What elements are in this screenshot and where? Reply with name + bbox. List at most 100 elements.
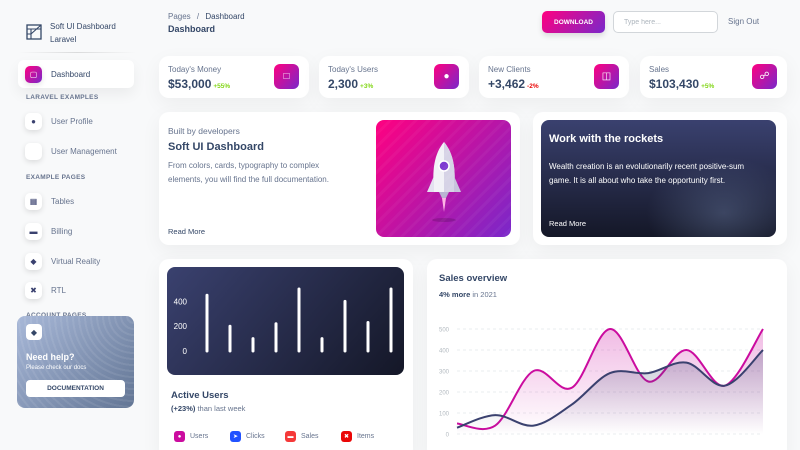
- download-button[interactable]: DOWNLOAD: [542, 11, 605, 33]
- sales-overview-title: Sales overview: [439, 273, 508, 284]
- documentation-button[interactable]: DOCUMENTATION: [26, 380, 125, 397]
- sidebar-item-dashboard[interactable]: ▢ Dashboard: [18, 60, 134, 88]
- y-tick-label: 500: [439, 328, 450, 334]
- active-users-card: 0 200 400 Active Users (+23%) than last we…: [159, 259, 413, 450]
- breadcrumb-separator: /: [196, 12, 200, 21]
- sidebar-item-user-profile[interactable]: ● User Profile: [18, 107, 134, 135]
- stat-label: New Clients: [488, 65, 531, 74]
- stat-card-sales: Sales $103,430 +5% ☍: [640, 56, 787, 98]
- cube-icon: ◆: [25, 252, 42, 270]
- sidebar-item-label: Virtual Reality: [51, 256, 101, 266]
- stat-value: $103,430 +5%: [649, 77, 715, 91]
- help-subtitle: Please check our docs: [26, 365, 87, 371]
- rockets-background: Work with the rockets Wealth creation is…: [541, 120, 776, 237]
- series-line: [456, 349, 764, 429]
- section-account-pages: ACCOUNT PAGES: [26, 312, 86, 319]
- sidebar-item-rtl[interactable]: ✖ RTL: [18, 276, 134, 304]
- rockets-read-more-link[interactable]: Read More: [549, 219, 587, 228]
- active-users-bar-chart: 0 200 400: [174, 287, 393, 356]
- brand[interactable]: Soft UI Dashboard Laravel: [26, 20, 130, 46]
- legend-users: ● Users: [174, 431, 208, 442]
- diamond-icon: ◆: [26, 324, 42, 340]
- sidebar-item-label: Dashboard: [51, 69, 91, 79]
- sidebar-item-billing[interactable]: ▬ Billing: [18, 217, 134, 245]
- y-tick-label: 200: [174, 322, 188, 331]
- users-icon: [25, 142, 42, 160]
- table-icon: ▦: [25, 192, 42, 210]
- section-laravel-examples: LARAVEL EXAMPLES: [26, 94, 99, 101]
- page-title: Dashboard: [168, 24, 216, 34]
- money-icon: □: [274, 64, 299, 89]
- y-tick-label: 0: [446, 433, 450, 439]
- read-more-link[interactable]: Read More: [168, 227, 206, 236]
- built-description: From colors, cards, typography to comple…: [168, 161, 329, 184]
- legend-items: ✖ Items: [341, 431, 374, 442]
- legend-clicks: ➤ Clicks: [230, 431, 265, 442]
- globe-icon: ●: [434, 64, 459, 89]
- logo-icon: [26, 24, 42, 40]
- credit-card-icon: ▬: [25, 222, 42, 240]
- cart-icon: ☍: [752, 64, 777, 89]
- stat-label: Sales: [649, 65, 670, 74]
- sales-overview-subtitle: 4% more in 2021: [439, 290, 497, 299]
- rockets-card: Work with the rockets Wealth creation is…: [533, 112, 787, 245]
- y-tick-label: 200: [439, 391, 450, 397]
- document-icon: ◫: [594, 64, 619, 89]
- active-users-subtitle: (+23%) than last week: [171, 404, 246, 413]
- stat-value: 2,300 +3%: [328, 77, 374, 91]
- sidebar-item-label: Billing: [51, 226, 73, 236]
- sidebar-item-label: User Management: [51, 146, 117, 156]
- sidebar-item-label: User Profile: [51, 116, 93, 126]
- built-subtitle: Built by developers: [168, 126, 240, 136]
- built-card: Built by developers Soft UI Dashboard Fr…: [159, 112, 520, 245]
- stat-label: Today's Money: [168, 65, 222, 74]
- help-title: Need help?: [26, 352, 75, 362]
- active-users-chart-box: 0 200 400: [167, 267, 404, 375]
- rockets-title: Work with the rockets: [549, 133, 664, 145]
- credit-card-icon: ▬: [285, 431, 296, 442]
- shop-icon: ▢: [25, 65, 42, 83]
- stat-change: +55%: [213, 83, 231, 90]
- sidebar-item-label: Tables: [51, 196, 75, 206]
- legend-sales: ▬ Sales: [285, 431, 319, 442]
- stat-label: Today's Users: [328, 65, 378, 74]
- wrench-icon: ✖: [341, 431, 352, 442]
- stat-value: $53,000 +55%: [168, 77, 231, 91]
- wrench-icon: ✖: [25, 281, 42, 299]
- sales-overview-card: Sales overview 4% more in 2021 0 100 200 30…: [427, 259, 787, 450]
- rocket-icon: ➤: [230, 431, 241, 442]
- rocket-icon: [427, 142, 461, 222]
- built-title: Soft UI Dashboard: [168, 141, 264, 153]
- breadcrumb-pages[interactable]: Pages: [168, 12, 191, 21]
- stat-change: -2%: [527, 83, 539, 90]
- help-card: ◆ Need help? Please check our docs DOCUM…: [17, 316, 134, 408]
- active-users-title: Active Users: [171, 390, 229, 401]
- user-icon: ●: [25, 112, 42, 130]
- y-tick-label: 400: [174, 297, 188, 306]
- stat-card-users: Today's Users 2,300 +3% ●: [319, 56, 469, 98]
- sidebar-item-virtual-reality[interactable]: ◆ Virtual Reality: [18, 247, 134, 275]
- sign-out-link[interactable]: Sign Out: [728, 17, 760, 26]
- rockets-description: Wealth creation is an evolutionarily rec…: [549, 162, 745, 185]
- stat-card-clients: New Clients +3,462 -2% ◫: [479, 56, 629, 98]
- sidebar-item-tables[interactable]: ▦ Tables: [18, 187, 134, 215]
- brand-name: Soft UI Dashboard Laravel: [50, 22, 116, 44]
- stat-value: +3,462 -2%: [488, 77, 539, 91]
- series-area: [457, 350, 763, 434]
- sidebar-item-user-management[interactable]: User Management: [18, 137, 134, 165]
- search-input[interactable]: [613, 11, 718, 33]
- sidebar-item-label: RTL: [51, 285, 66, 295]
- stat-change: +5%: [701, 83, 715, 90]
- stat-card-money: Today's Money $53,000 +55% □: [159, 56, 309, 98]
- y-tick-label: 0: [183, 347, 188, 356]
- breadcrumb-current: Dashboard: [205, 12, 245, 21]
- stat-change: +3%: [360, 83, 374, 90]
- sales-overview-line-chart: 0 100 200 300 400 500: [439, 328, 764, 439]
- y-tick-label: 100: [439, 412, 450, 418]
- section-example-pages: EXAMPLE PAGES: [26, 174, 86, 181]
- users-icon: ●: [174, 431, 185, 442]
- series-line: [456, 328, 764, 431]
- y-tick-label: 300: [439, 370, 450, 376]
- rocket-illustration: [376, 120, 511, 237]
- breadcrumb: Pages / Dashboard: [168, 12, 245, 21]
